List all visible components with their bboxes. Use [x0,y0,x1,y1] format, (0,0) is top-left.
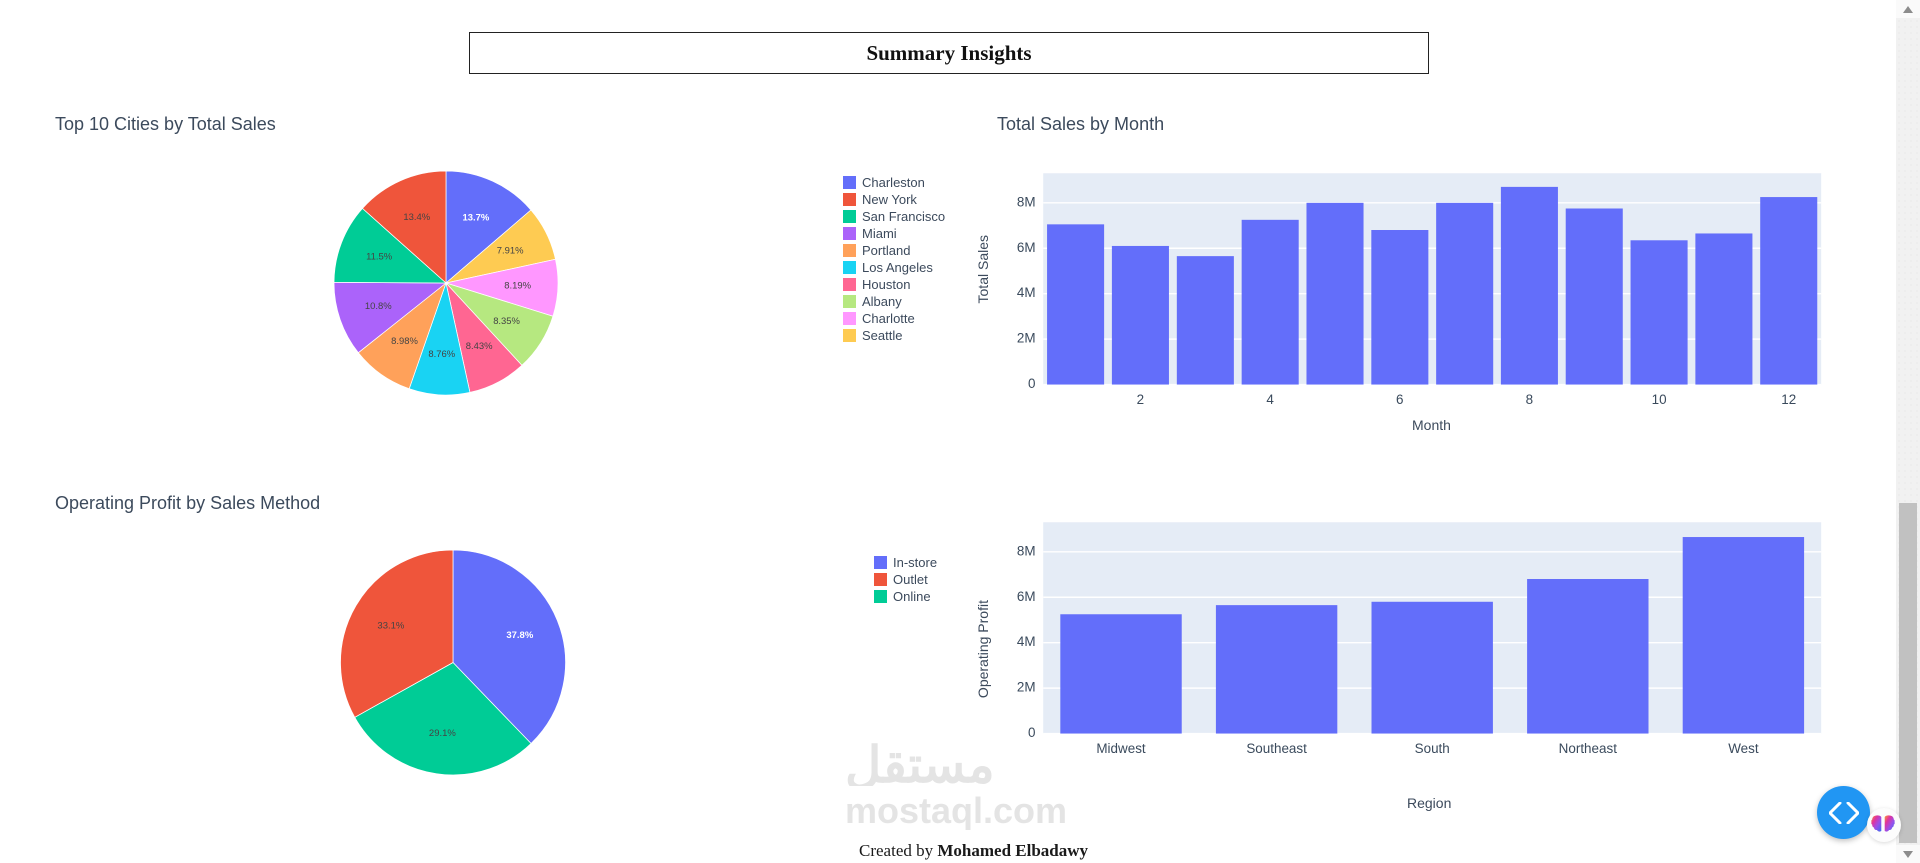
svg-text:Northeast: Northeast [1559,741,1618,756]
svg-text:8.43%: 8.43% [466,341,493,352]
svg-text:8.76%: 8.76% [428,349,455,360]
svg-text:0: 0 [1028,376,1035,391]
svg-text:8: 8 [1526,392,1533,407]
svg-text:Southeast: Southeast [1246,741,1307,756]
svg-text:33.1%: 33.1% [377,621,404,632]
svg-text:8M: 8M [1017,194,1036,209]
svg-text:10: 10 [1652,392,1667,407]
svg-text:2: 2 [1137,392,1144,407]
svg-text:12: 12 [1781,392,1796,407]
svg-text:7.91%: 7.91% [497,246,524,257]
svg-text:8M: 8M [1017,543,1036,558]
svg-text:4M: 4M [1017,634,1036,649]
svg-text:29.1%: 29.1% [429,728,456,739]
svg-text:South: South [1415,741,1450,756]
svg-text:2M: 2M [1017,331,1036,346]
svg-text:4: 4 [1266,392,1274,407]
svg-text:37.8%: 37.8% [506,630,533,641]
svg-text:6M: 6M [1017,240,1036,255]
svg-text:13.4%: 13.4% [403,212,430,223]
svg-text:10.8%: 10.8% [365,301,392,312]
svg-text:4M: 4M [1017,285,1036,300]
svg-text:West: West [1728,741,1759,756]
svg-text:6M: 6M [1017,589,1036,604]
svg-text:8.35%: 8.35% [493,316,520,327]
svg-text:13.7%: 13.7% [463,212,490,223]
svg-text:8.98%: 8.98% [391,336,418,347]
svg-text:2M: 2M [1017,680,1036,695]
svg-text:8.19%: 8.19% [504,281,531,292]
svg-text:11.5%: 11.5% [366,252,393,263]
svg-text:6: 6 [1396,392,1403,407]
